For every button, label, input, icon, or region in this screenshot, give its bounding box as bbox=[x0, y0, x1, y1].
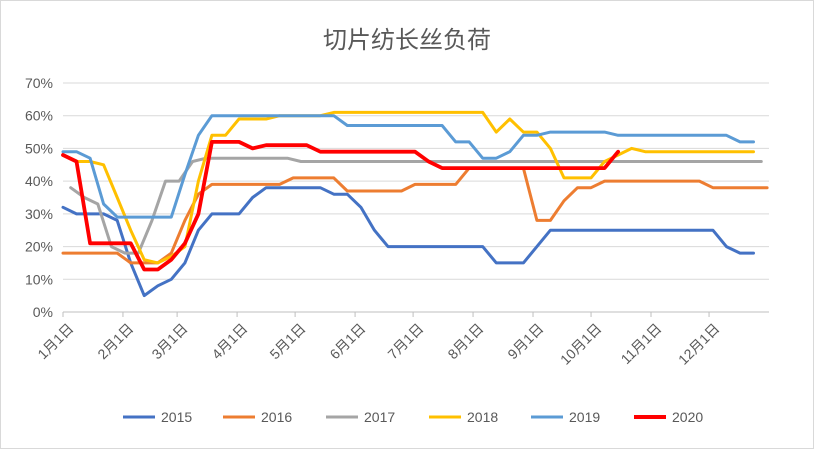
y-tick-label: 50% bbox=[25, 140, 53, 156]
axes: 0% 10% 20% 30% 40% 50% 60% 70% 1月1日 2月1日 3月1日 4月1日 5… bbox=[25, 75, 769, 368]
y-tick-label: 40% bbox=[25, 173, 53, 189]
y-tick-label: 10% bbox=[25, 271, 53, 287]
legend-label-2015: 2015 bbox=[161, 409, 192, 425]
legend: 2015 2016 2017 2018 2019 2020 bbox=[123, 409, 703, 425]
x-tick-label: 8月1日 bbox=[444, 320, 486, 362]
series-line-2020 bbox=[61, 139, 620, 272]
x-tick-label: 4月1日 bbox=[208, 320, 250, 362]
x-tick-label: 7月1日 bbox=[384, 320, 426, 362]
y-tick-label: 30% bbox=[25, 206, 53, 222]
x-tick-label: 2月1日 bbox=[94, 320, 136, 362]
series-line-2016 bbox=[61, 166, 769, 265]
y-tick-label: 60% bbox=[25, 108, 53, 124]
series-line-2015 bbox=[61, 186, 755, 298]
y-tick-label: 20% bbox=[25, 239, 53, 255]
x-tick-label: 3月1日 bbox=[148, 320, 190, 362]
legend-label-2016: 2016 bbox=[261, 409, 292, 425]
x-tick-label: 6月1日 bbox=[326, 320, 368, 362]
x-tick-label: 12月1日 bbox=[675, 320, 723, 368]
legend-label-2020: 2020 bbox=[672, 409, 703, 425]
series-line-2019 bbox=[61, 114, 755, 219]
y-tick-label: 0% bbox=[33, 304, 53, 320]
legend-label-2019: 2019 bbox=[569, 409, 600, 425]
x-tick-label: 1月1日 bbox=[34, 320, 76, 362]
gridlines bbox=[63, 82, 769, 313]
x-tick-label: 11月1日 bbox=[618, 320, 665, 367]
legend-label-2017: 2017 bbox=[364, 409, 395, 425]
x-tick-label: 10月1日 bbox=[557, 320, 605, 368]
legend-label-2018: 2018 bbox=[467, 409, 498, 425]
x-tick-label: 5月1日 bbox=[266, 320, 308, 362]
y-tick-label: 70% bbox=[25, 75, 53, 91]
chart-title: 切片纺长丝负荷 bbox=[323, 26, 491, 54]
x-tick-label: 9月1日 bbox=[504, 320, 546, 362]
series-lines bbox=[61, 110, 769, 298]
